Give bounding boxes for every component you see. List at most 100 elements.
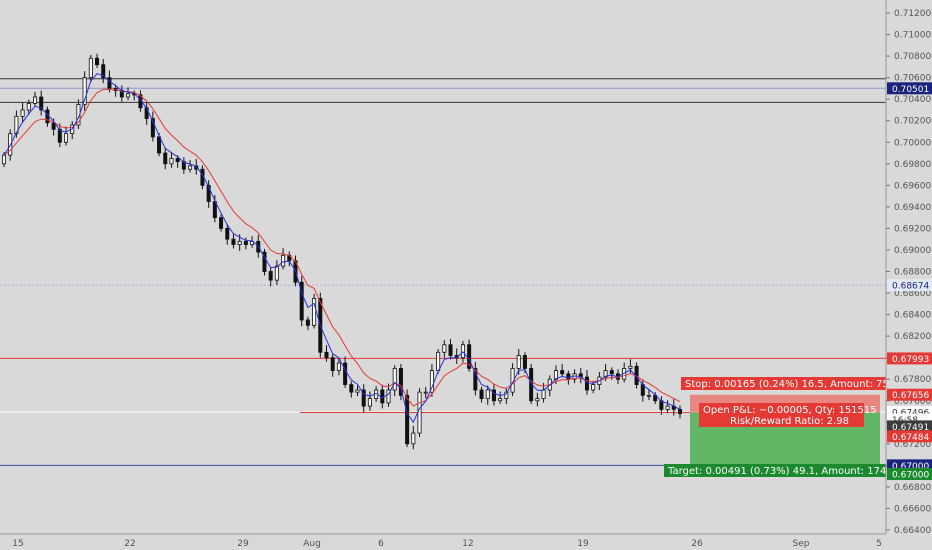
y-tick-label: 0.69200 — [894, 224, 931, 234]
pnl-label: Open P&L: −0.00005, Qty: 151515 — [703, 405, 877, 416]
candle-body — [448, 344, 453, 356]
candle-body — [628, 365, 633, 369]
candle-body — [237, 240, 242, 245]
candle-body — [26, 103, 31, 111]
candle-body — [498, 398, 503, 402]
candle-body — [361, 389, 366, 407]
candle-body — [88, 57, 93, 79]
candle-body — [268, 271, 273, 281]
candle-body — [566, 373, 571, 380]
candle-body — [262, 251, 267, 272]
x-tick-label: 22 — [124, 539, 135, 549]
target-label: Target: 0.00491 (0.73%) 49.1, Amount: 17… — [667, 466, 893, 477]
y-tick-label: 0.68600 — [894, 289, 931, 299]
y-tick-label: 0.70600 — [894, 74, 931, 84]
y-tick-label: 0.70200 — [894, 117, 931, 127]
candle-body — [299, 281, 304, 321]
candle-body — [169, 158, 174, 165]
candle-body — [398, 368, 403, 396]
price-tag-box — [887, 352, 932, 365]
candle-body — [609, 370, 614, 375]
y-tick-label: 0.68200 — [894, 332, 931, 342]
x-tick-label: 29 — [237, 539, 249, 549]
y-tick-label: 0.69600 — [894, 181, 931, 191]
candle-body — [312, 298, 317, 326]
candle-body — [181, 161, 186, 170]
candle-body — [473, 368, 478, 391]
candle-body — [522, 355, 527, 369]
candle-body — [504, 391, 509, 399]
y-tick-label: 0.70000 — [894, 138, 931, 148]
price-tag-label: 0.67993 — [892, 355, 929, 365]
candle-body — [175, 158, 180, 163]
candle-body — [405, 394, 410, 445]
candle-body — [101, 64, 106, 79]
candle-body — [479, 389, 484, 399]
x-tick-label: 5 — [876, 539, 882, 549]
candle-body — [95, 57, 100, 66]
x-tick-label: 26 — [691, 539, 703, 549]
candle-body — [541, 389, 546, 399]
y-tick-label: 0.69000 — [894, 246, 931, 256]
y-tick-label: 0.66600 — [894, 504, 931, 514]
candle-body — [163, 152, 168, 165]
y-tick-label: 0.71000 — [894, 31, 931, 41]
position-labels-layer: Stop: 0.00165 (0.24%) 16.5, Amount: 750 … — [664, 377, 895, 477]
y-tick-label: 0.68800 — [894, 268, 931, 278]
candle-body — [603, 370, 608, 378]
y-tick-label: 0.69800 — [894, 160, 931, 170]
y-tick-label: 0.70800 — [894, 52, 931, 62]
candle-body — [188, 165, 193, 170]
x-tick-label: 19 — [577, 539, 589, 549]
y-tick-label: 0.67600 — [894, 397, 931, 407]
x-tick-label: Aug — [303, 539, 321, 549]
candle-body — [231, 238, 236, 245]
candle-body — [2, 154, 7, 165]
candle-body — [126, 93, 131, 98]
candle-body — [386, 389, 391, 404]
x-tick-label: Sep — [793, 539, 810, 549]
candle-body — [225, 228, 230, 240]
candle-body — [367, 398, 372, 407]
y-tick-label: 0.67200 — [894, 440, 931, 450]
candle-body — [591, 384, 596, 391]
candle-body — [324, 351, 329, 359]
candle-body — [355, 389, 360, 393]
price-tag-box — [887, 388, 932, 401]
x-tick-label: 12 — [462, 539, 473, 549]
stop-label-box — [681, 377, 886, 390]
y-tick-label: 0.69400 — [894, 203, 931, 213]
candle-body — [442, 344, 447, 353]
candle-body — [76, 104, 81, 126]
candle-body — [281, 254, 286, 267]
candle-body — [57, 128, 62, 143]
candle-body — [392, 368, 397, 391]
candle-body — [665, 405, 670, 410]
price-tag-label: 0.67484 — [892, 433, 929, 443]
price-axis-labels: 0.71200 0.71000 0.70800 0.70600 0.70400 0.702… — [886, 9, 931, 536]
price-tag-label: 0.67000 — [892, 470, 929, 480]
y-tick-label: 0.70400 — [894, 95, 931, 105]
candle-body — [51, 122, 56, 130]
candle-body — [485, 389, 490, 399]
price-tag-box — [887, 467, 932, 480]
candle-body — [274, 265, 279, 281]
y-tick-label: 0.67800 — [894, 375, 931, 385]
candle-body — [349, 384, 354, 393]
candle-body — [584, 376, 589, 391]
candle-body — [39, 96, 44, 111]
candle-body — [560, 370, 565, 375]
pnl-label-box — [699, 403, 864, 427]
candle-body — [678, 408, 683, 415]
moving-averages-layer — [3, 73, 681, 424]
candle-body — [330, 357, 335, 371]
target-label-box — [664, 464, 886, 477]
price-tag-box — [887, 82, 932, 95]
price-tag-label: 0.70501 — [892, 85, 929, 95]
y-tick-label: 0.71200 — [894, 9, 931, 19]
candle-body — [107, 77, 112, 89]
candle-body — [467, 344, 472, 369]
time-axis[interactable]: 15 22 29 Aug 6 12 19 26 Sep 5 — [12, 539, 882, 549]
